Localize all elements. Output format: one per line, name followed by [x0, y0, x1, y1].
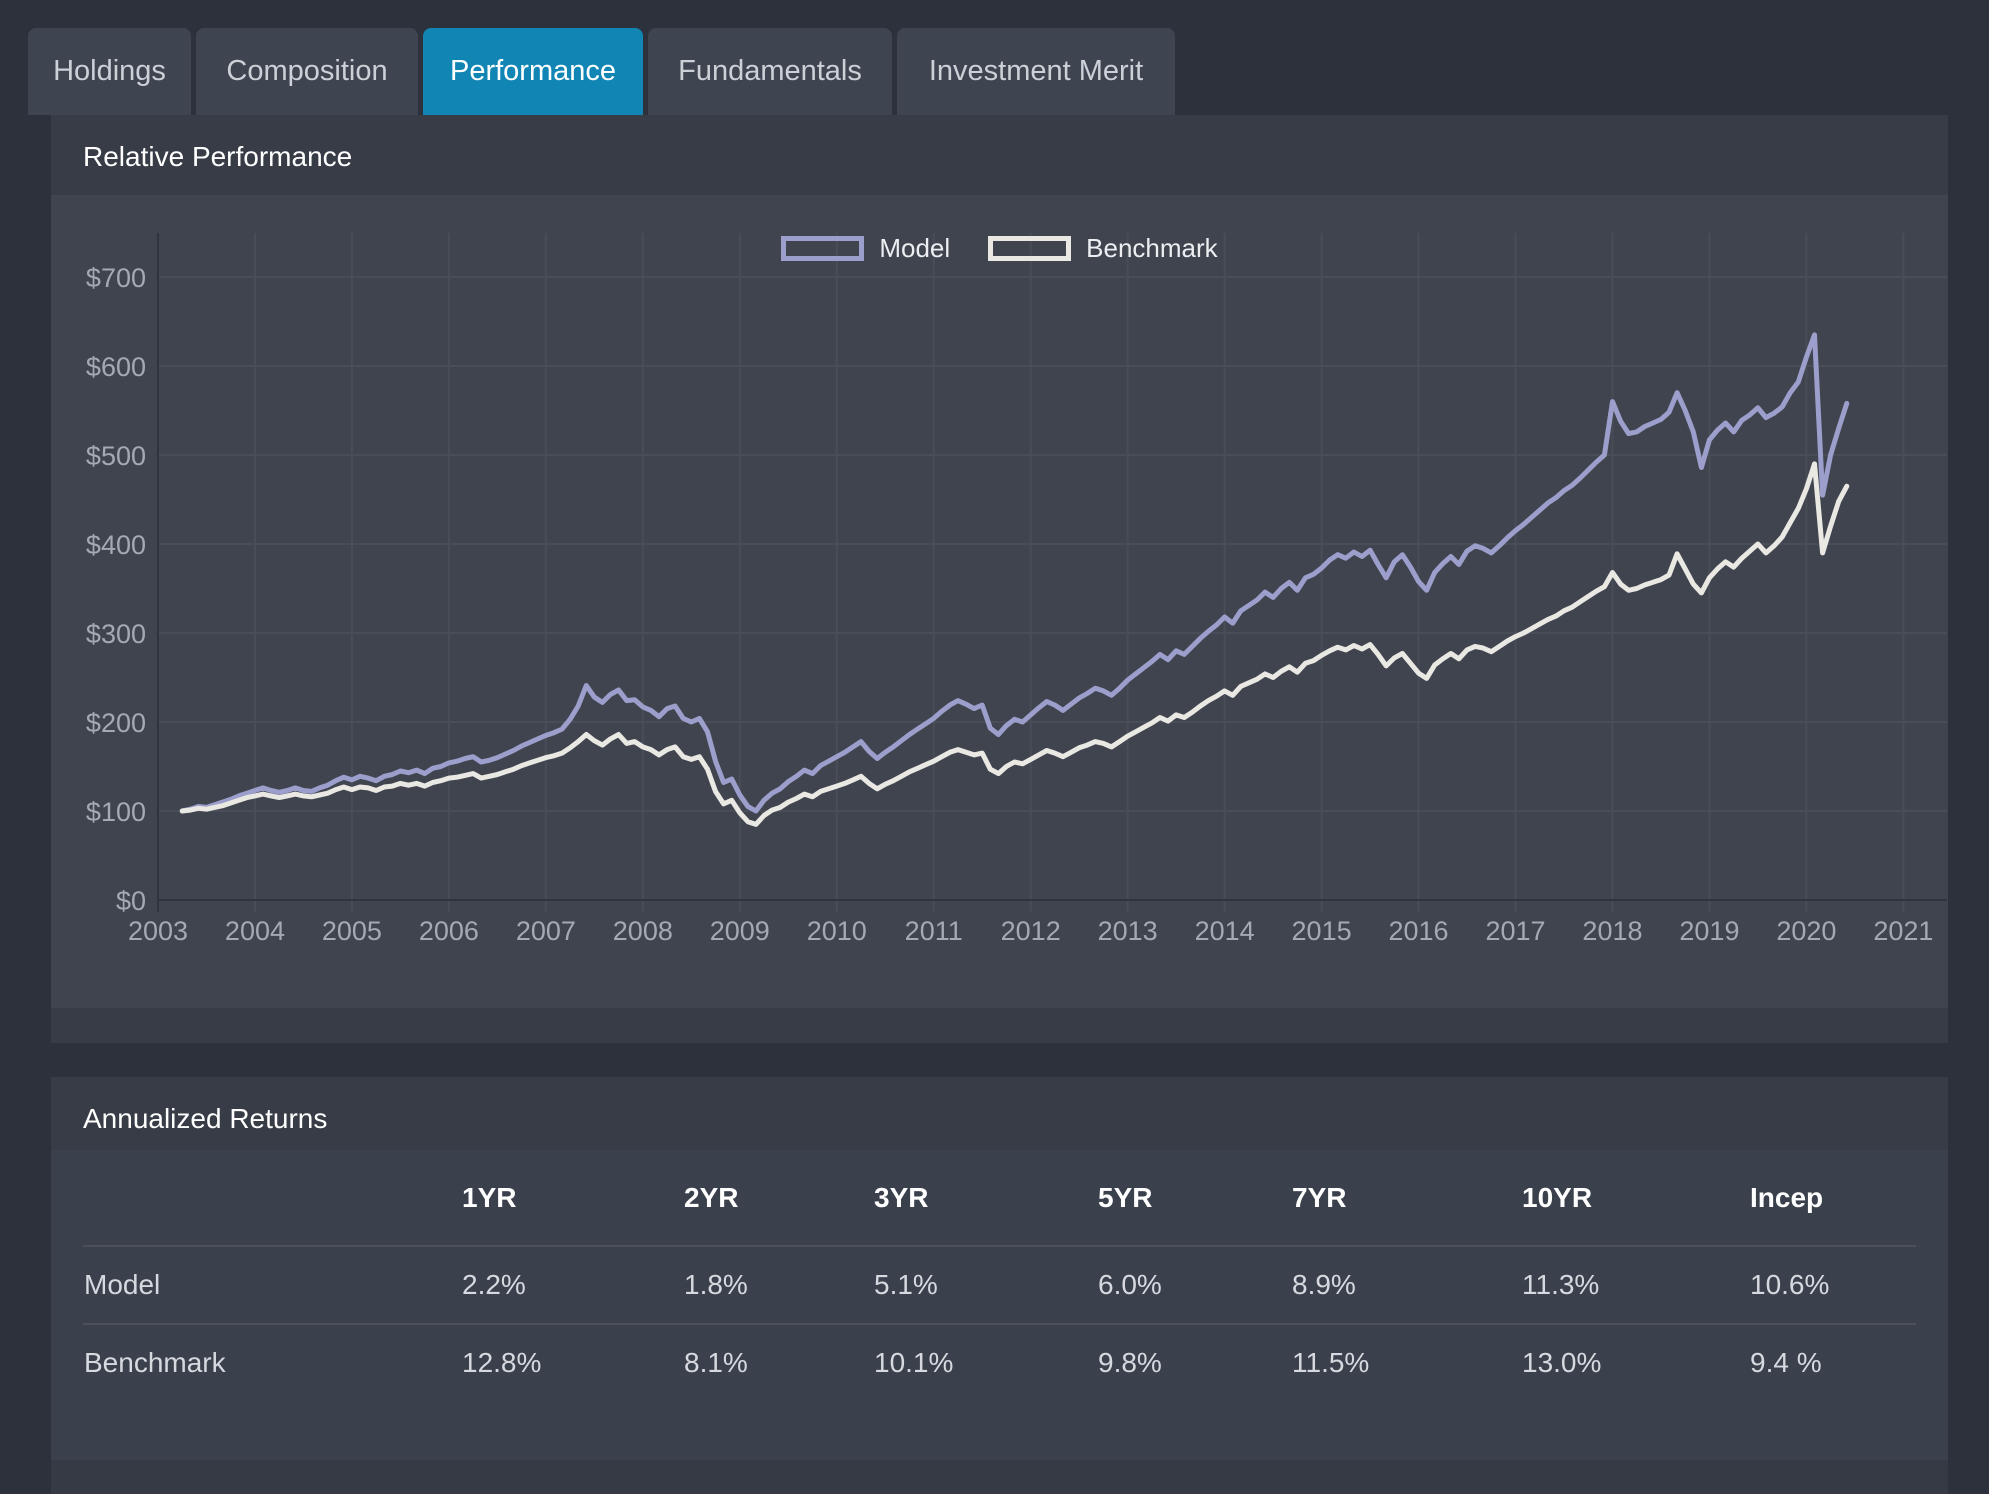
svg-text:$200: $200 — [86, 708, 146, 738]
header-2yr: 2YR — [683, 1150, 873, 1247]
performance-chart: $0 $100 $200 $300 $400 $500 $600 $700 2003 2004 20… — [51, 195, 1948, 1008]
model-line-swatch — [781, 236, 865, 261]
legend-item-model[interactable]: Model — [781, 233, 950, 264]
model-incep: 10.6% — [1749, 1246, 1916, 1325]
row-label-benchmark: Benchmark — [84, 1347, 226, 1378]
benchmark-3yr: 10.1% — [874, 1347, 954, 1378]
svg-text:$700: $700 — [86, 263, 146, 293]
svg-text:2013: 2013 — [1098, 916, 1158, 946]
row-label-model: Model — [83, 1246, 461, 1325]
model-1yr: 2.2% — [461, 1246, 683, 1325]
svg-text:2008: 2008 — [613, 916, 673, 946]
svg-text:2018: 2018 — [1582, 916, 1642, 946]
returns-title: Annualized Returns — [83, 1103, 328, 1134]
benchmark-2yr: 8.1% — [684, 1347, 748, 1378]
svg-text:2015: 2015 — [1292, 916, 1352, 946]
svg-text:2020: 2020 — [1776, 916, 1836, 946]
returns-header-row: 1YR 2YR 3YR 5YR 7YR 10YR Incep — [83, 1150, 1916, 1247]
returns-table-container: 1YR 2YR 3YR 5YR 7YR 10YR Incep Model 2.2… — [51, 1150, 1948, 1460]
table-row-model: Model 2.2% 1.8% 5.1% 6.0% 8.9% 11.3% 10.… — [83, 1246, 1916, 1325]
header-1yr: 1YR — [461, 1150, 683, 1247]
svg-text:$500: $500 — [86, 441, 146, 471]
legend-item-benchmark[interactable]: Benchmark — [988, 233, 1218, 264]
tab-fundamentals[interactable]: Fundamentals — [648, 28, 892, 115]
annualized-returns-table: 1YR 2YR 3YR 5YR 7YR 10YR Incep Model 2.2… — [83, 1150, 1916, 1401]
svg-text:2009: 2009 — [710, 916, 770, 946]
tab-holdings[interactable]: Holdings — [28, 28, 191, 115]
svg-text:2019: 2019 — [1679, 916, 1739, 946]
next-section-edge — [51, 1460, 1948, 1494]
svg-text:2010: 2010 — [807, 916, 867, 946]
header-incep: Incep — [1749, 1150, 1916, 1247]
svg-text:2021: 2021 — [1873, 916, 1933, 946]
svg-text:2011: 2011 — [905, 916, 963, 946]
legend-label-model: Model — [879, 233, 951, 263]
chart-title: Relative Performance — [83, 141, 353, 172]
header-10yr: 10YR — [1521, 1150, 1749, 1247]
svg-text:$400: $400 — [86, 530, 146, 560]
model-7yr: 8.9% — [1291, 1246, 1521, 1325]
svg-text:$300: $300 — [86, 619, 146, 649]
model-2yr: 1.8% — [683, 1246, 873, 1325]
benchmark-incep: 9.4 % — [1750, 1347, 1822, 1378]
svg-text:2006: 2006 — [419, 916, 479, 946]
benchmark-5yr: 9.8% — [1098, 1347, 1162, 1378]
svg-text:2017: 2017 — [1485, 916, 1545, 946]
legend-label-benchmark: Benchmark — [1086, 233, 1218, 263]
model-10yr: 11.3% — [1521, 1246, 1749, 1325]
model-5yr: 6.0% — [1097, 1246, 1291, 1325]
svg-text:2005: 2005 — [322, 916, 382, 946]
svg-text:2014: 2014 — [1195, 916, 1255, 946]
performance-line-chart: $0 $100 $200 $300 $400 $500 $600 $700 2003 2004 20… — [86, 233, 1947, 946]
header-5yr: 5YR — [1097, 1150, 1291, 1247]
svg-text:2004: 2004 — [225, 916, 285, 946]
table-row-benchmark: Benchmark 12.8% 8.1% 10.1% 9.8% 11.5% 13… — [83, 1324, 1916, 1401]
benchmark-1yr: 12.8% — [462, 1347, 542, 1378]
benchmark-7yr: 11.5% — [1292, 1347, 1370, 1378]
svg-text:2012: 2012 — [1001, 916, 1061, 946]
svg-text:2016: 2016 — [1389, 916, 1449, 946]
svg-text:2003: 2003 — [128, 916, 188, 946]
tab-performance[interactable]: Performance — [423, 28, 643, 115]
svg-text:$0: $0 — [116, 886, 146, 916]
tab-bar: Holdings Composition Performance Fundame… — [28, 28, 1175, 115]
header-7yr: 7YR — [1291, 1150, 1521, 1247]
annualized-returns-panel: Annualized Returns 1YR 2YR 3YR 5YR 7YR 1… — [51, 1077, 1948, 1460]
svg-text:$600: $600 — [86, 352, 146, 382]
header-3yr: 3YR — [873, 1150, 1097, 1247]
relative-performance-panel: Relative Performance $0 $100 $200 $300 $400 $… — [51, 115, 1948, 1043]
tab-investment-merit[interactable]: Investment Merit — [897, 28, 1175, 115]
svg-text:$100: $100 — [86, 797, 146, 827]
benchmark-10yr: 13.0% — [1522, 1347, 1602, 1378]
model-3yr: 5.1% — [873, 1246, 1097, 1325]
benchmark-line-swatch — [988, 236, 1072, 261]
chart-legend: Model Benchmark — [51, 233, 1948, 264]
tab-composition[interactable]: Composition — [196, 28, 418, 115]
header-blank — [83, 1150, 461, 1247]
svg-text:2007: 2007 — [516, 916, 576, 946]
